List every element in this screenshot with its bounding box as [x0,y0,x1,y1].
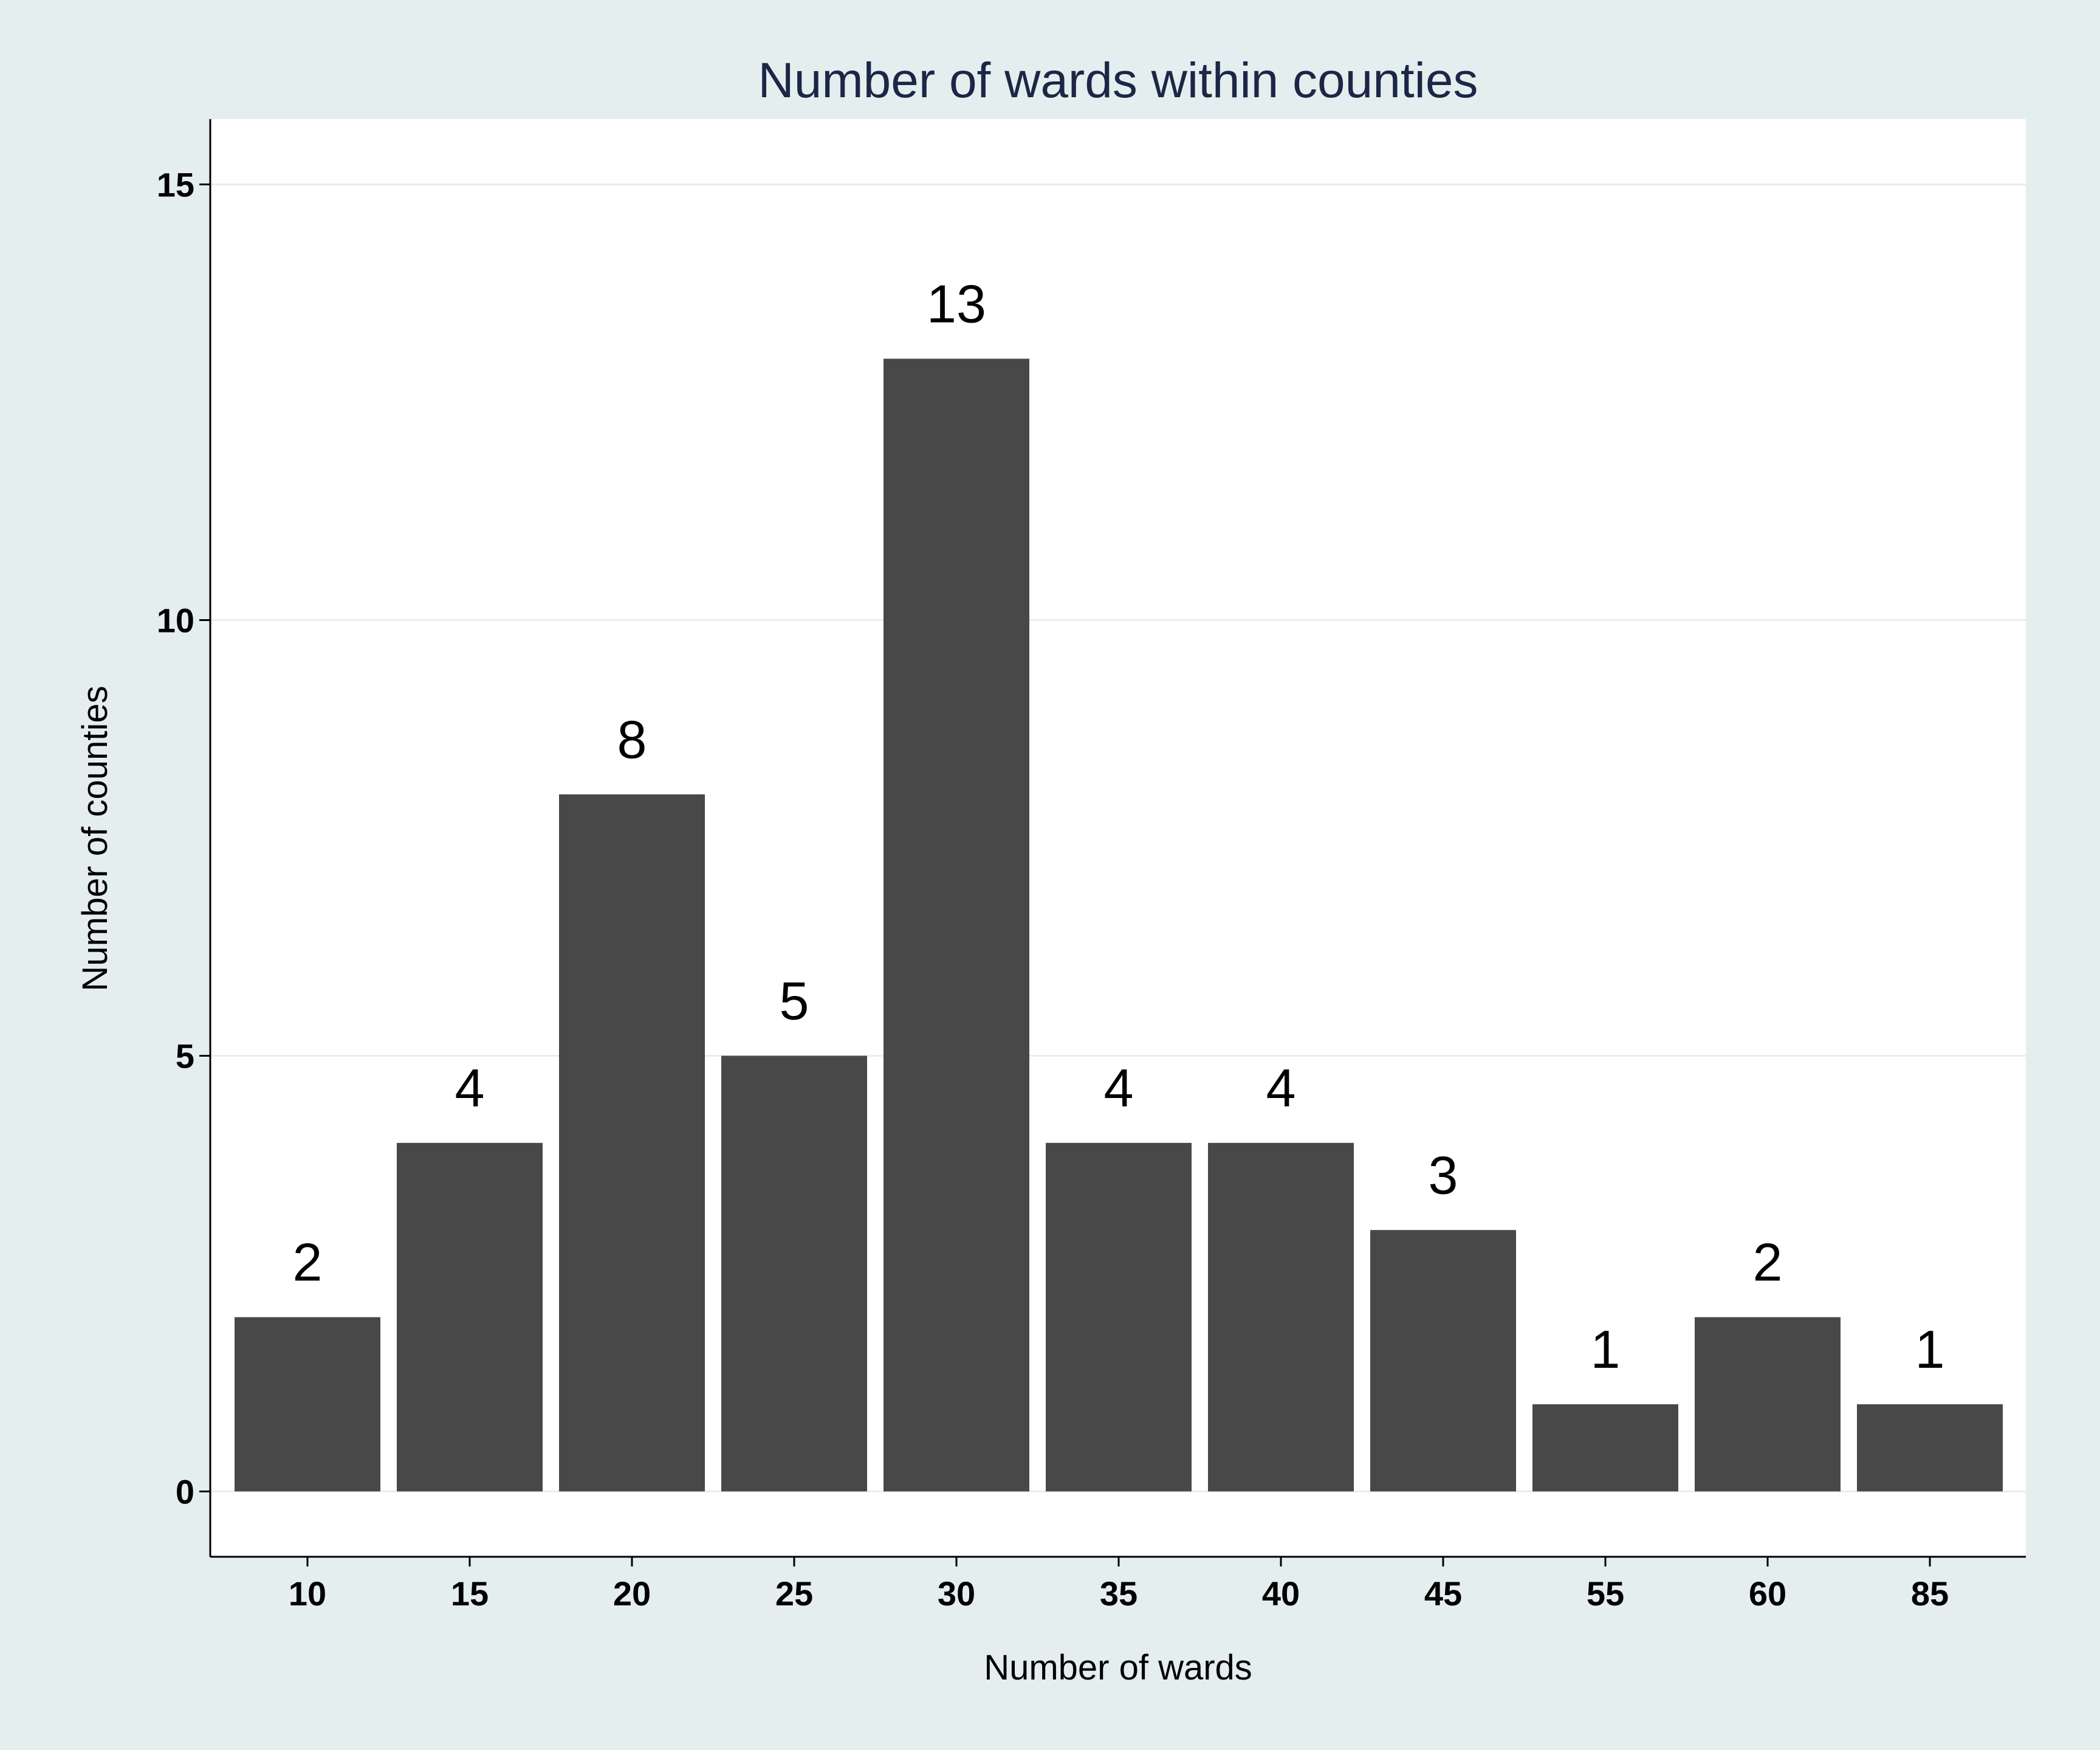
bar-55 [1532,1404,1678,1492]
data-label-10: 2 [293,1232,323,1292]
bar-45 [1370,1230,1516,1492]
x-tick-label: 20 [613,1574,651,1613]
bar-25 [721,1055,867,1492]
data-label-30: 13 [927,273,986,334]
data-label-85: 1 [1915,1319,1945,1379]
bar-35 [1046,1142,1192,1492]
data-label-60: 2 [1753,1232,1783,1292]
y-tick-label: 15 [157,166,194,204]
x-tick-label: 60 [1749,1574,1786,1613]
y-tick-label: 5 [176,1037,194,1075]
value-labels: 2 4 8 5 13 4 4 3 1 2 1 [293,273,1945,1379]
x-tick-label: 30 [938,1574,975,1613]
chart-title: Number of wards within counties [758,53,1478,108]
data-label-40: 4 [1266,1058,1296,1118]
data-label-55: 1 [1591,1319,1621,1379]
data-label-25: 5 [780,970,809,1031]
y-tick-label: 0 [176,1472,194,1511]
x-tick-label: 45 [1424,1574,1462,1613]
x-tick-label: 55 [1587,1574,1624,1613]
x-tick-label: 85 [1911,1574,1949,1613]
bar-40 [1208,1142,1354,1492]
bars [235,359,2003,1492]
y-tick-label: 10 [157,602,194,640]
x-axis-title: Number of wards [984,1648,1252,1687]
bar-60 [1695,1317,1841,1492]
x-tick-label: 40 [1262,1574,1300,1613]
x-tick-label: 25 [775,1574,813,1613]
data-label-15: 4 [455,1058,485,1118]
data-label-20: 8 [617,709,647,769]
bar-15 [397,1142,543,1492]
bar-10 [235,1317,380,1492]
bar-20 [559,794,705,1492]
x-tick-label: 15 [451,1574,489,1613]
x-tick-label: 10 [289,1574,326,1613]
y-axis-ticks: 0 5 10 15 [157,166,210,1511]
y-axis-title: Number of counties [75,686,115,992]
bar-30 [884,359,1029,1492]
bar-85 [1857,1404,2003,1492]
x-tick-label: 35 [1100,1574,1138,1613]
data-label-45: 3 [1429,1145,1458,1205]
x-axis-ticks: 10 15 20 25 30 35 40 45 55 60 85 [289,1557,1949,1613]
data-label-35: 4 [1104,1058,1134,1118]
